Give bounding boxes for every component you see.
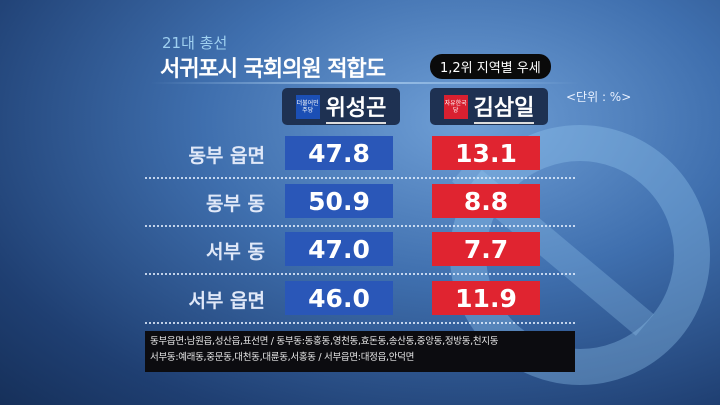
row-separator xyxy=(145,273,575,275)
unit-label: <단위 : %> xyxy=(566,90,632,104)
value-cell-candidate-1: 46.0 xyxy=(285,281,393,315)
row-label: 동부 동 xyxy=(205,193,265,215)
value-cell-candidate-2: 11.9 xyxy=(432,281,540,315)
row-label: 동부 읍면 xyxy=(188,145,265,167)
page-title: 서귀포시 국회의원 적합도 xyxy=(160,57,386,82)
row-separator xyxy=(145,225,575,227)
party-logo: 자유한국당 xyxy=(443,94,468,119)
candidate-header-1: 더불어민주당 위성곤 xyxy=(282,88,400,125)
footnote-line: 서부동:예래동,중문동,대천동,대륜동,서홍동 / 서부읍면:대정읍,안덕면 xyxy=(150,352,415,363)
footnote-line: 동부읍면:남원읍,성산읍,표선면 / 동부동:동홍동,영천동,효돈동,송산동,중… xyxy=(150,336,499,347)
value-cell-candidate-2: 8.8 xyxy=(432,184,540,218)
row-label: 서부 동 xyxy=(205,241,265,263)
subtitle: 21대 총선 xyxy=(162,34,228,52)
row-separator xyxy=(145,177,575,179)
value-cell-candidate-1: 50.9 xyxy=(285,184,393,218)
value-cell-candidate-2: 7.7 xyxy=(432,232,540,266)
candidate-header-2: 자유한국당 김삼일 xyxy=(430,88,548,125)
row-label: 서부 읍면 xyxy=(188,290,265,312)
value-cell-candidate-1: 47.0 xyxy=(285,232,393,266)
summary-badge: 1,2위 지역별 우세 xyxy=(430,54,551,79)
candidate-name: 위성곤 xyxy=(325,90,387,124)
value-cell-candidate-2: 13.1 xyxy=(432,136,540,170)
value-cell-candidate-1: 47.8 xyxy=(285,136,393,170)
footnote: 동부읍면:남원읍,성산읍,표선면 / 동부동:동홍동,영천동,효돈동,송산동,중… xyxy=(145,331,575,372)
title-divider xyxy=(150,82,580,84)
row-separator xyxy=(145,322,575,324)
candidate-name: 김삼일 xyxy=(473,90,535,124)
party-logo: 더불어민주당 xyxy=(295,94,320,119)
